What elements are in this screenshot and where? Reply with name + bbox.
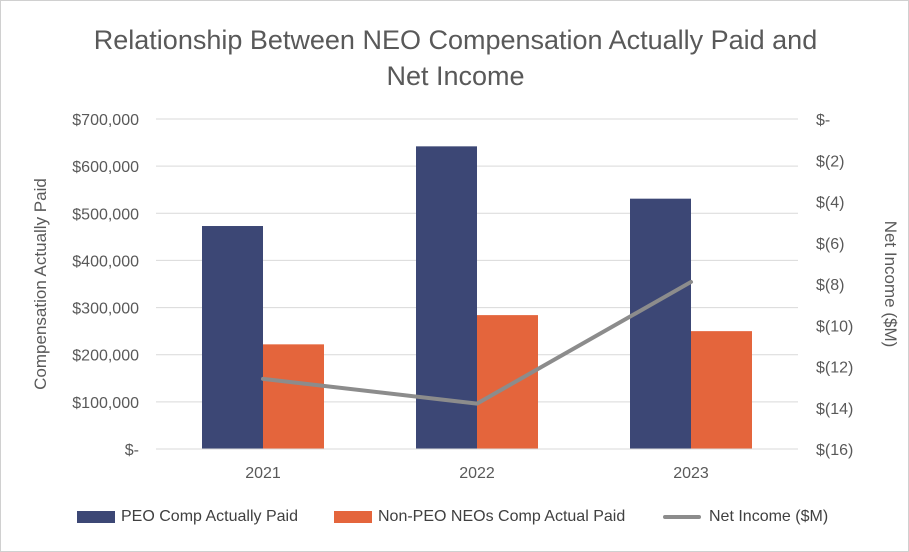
bar-non-peo-2021	[263, 344, 324, 449]
y-tick-label: $500,000	[72, 206, 139, 223]
x-tick-label: 2022	[459, 465, 495, 482]
y-tick-label: $300,000	[72, 301, 139, 318]
legend-item-non-peo: Non-PEO NEOs Comp Actual Paid	[334, 505, 625, 529]
bar-peo-2023	[630, 198, 691, 449]
x-tick-label: 2021	[245, 465, 281, 482]
y2-tick-label: $(6)	[816, 236, 844, 253]
legend-label-non-peo: Non-PEO NEOs Comp Actual Paid	[378, 508, 626, 525]
chart-legend: PEO Comp Actually Paid Non-PEO NEOs Comp…	[1, 505, 909, 529]
chart-title-line-2: Net Income	[386, 61, 525, 91]
chart-plot: $- $100,000 $200,000 $300,000 $400,000 $500,0…	[31, 112, 900, 482]
y-tick-label: $-	[125, 442, 139, 459]
x-tick-label: 2023	[673, 465, 709, 482]
y2-tick-label: $-	[816, 112, 830, 129]
legend-swatch-non-peo	[334, 511, 372, 523]
legend-swatch-peo	[77, 511, 115, 523]
y-tick-label: $600,000	[72, 159, 139, 176]
legend-swatch-net-income	[663, 515, 701, 519]
y2-tick-label: $(4)	[816, 195, 844, 212]
y-tick-label: $100,000	[72, 395, 139, 412]
y-axis-title: Compensation Actually Paid	[31, 178, 50, 390]
net-income-line	[261, 279, 693, 406]
y2-tick-label: $(14)	[816, 401, 853, 418]
y-tick-label: $700,000	[72, 112, 139, 129]
y2-axis-title: Net Income ($M)	[881, 221, 900, 348]
legend-item-net-income: Net Income ($M)	[663, 505, 828, 529]
bar-non-peo-2022	[477, 315, 538, 449]
y2-tick-label: $(12)	[816, 360, 853, 377]
legend-label-peo: PEO Comp Actually Paid	[121, 508, 298, 525]
y2-tick-label: $(8)	[816, 277, 844, 294]
legend-item-peo: PEO Comp Actually Paid	[77, 505, 298, 529]
y-tick-label: $200,000	[72, 348, 139, 365]
chart-title-line-1: Relationship Between NEO Compensation Ac…	[93, 25, 818, 55]
y2-tick-label: $(2)	[816, 153, 844, 170]
y2-tick-label: $(16)	[816, 442, 853, 459]
legend-label-net-income: Net Income ($M)	[709, 508, 829, 525]
y-tick-label: $400,000	[72, 253, 139, 270]
bar-non-peo-2023	[691, 331, 752, 449]
y2-tick-label: $(10)	[816, 318, 853, 335]
bar-peo-2021	[202, 226, 263, 449]
